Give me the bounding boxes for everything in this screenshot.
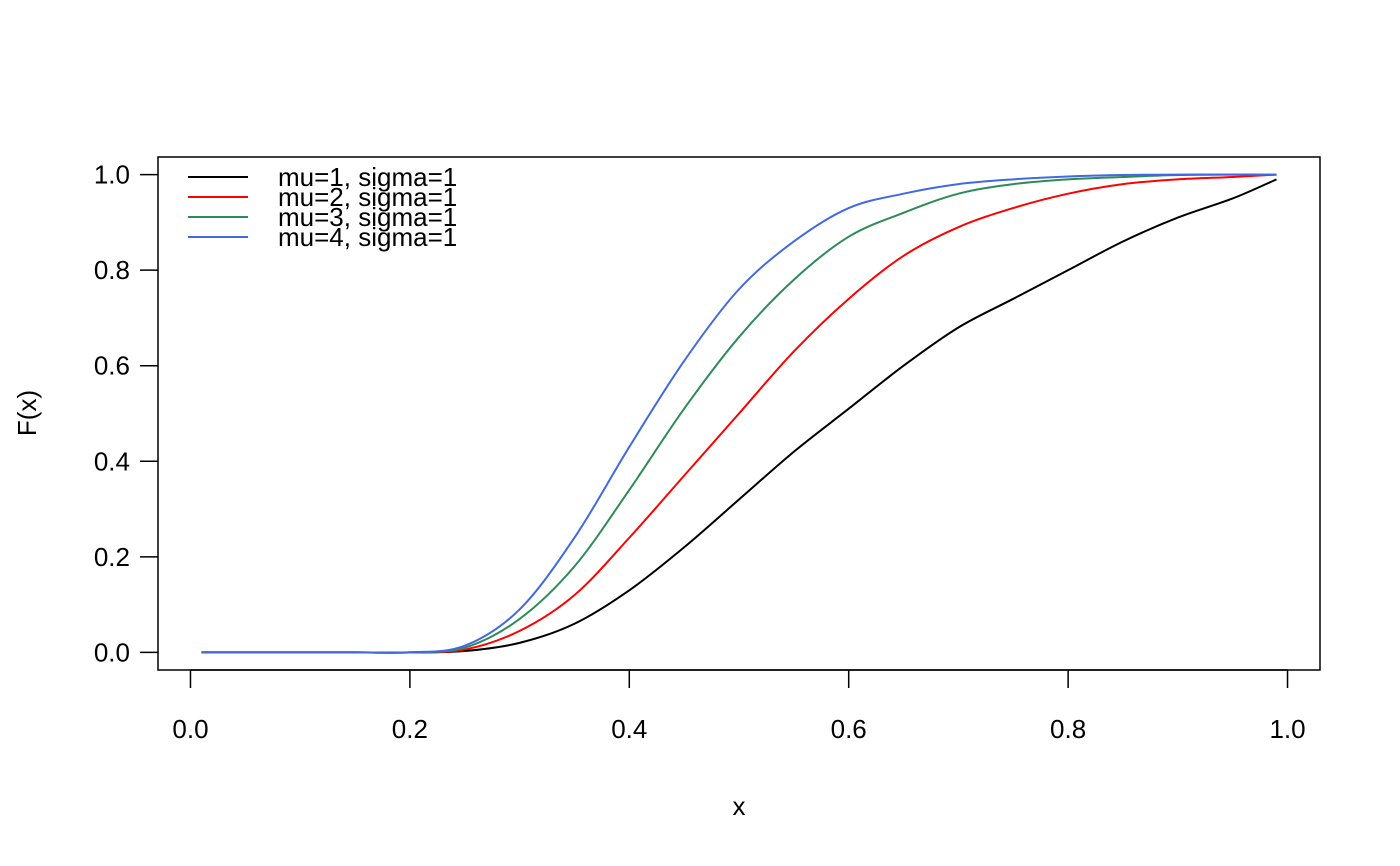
x-tick-label: 0.8 <box>1050 714 1086 744</box>
x-tick-label: 0.0 <box>172 714 208 744</box>
series-layer <box>201 173 1277 654</box>
x-tick-label: 0.6 <box>831 714 867 744</box>
x-axis: 0.0 0.2 0.4 0.6 0.8 1.0 <box>172 669 1306 744</box>
x-tick-label: 0.4 <box>611 714 647 744</box>
y-tick-label: 0.6 <box>94 351 130 381</box>
legend-label: mu=4, sigma=1 <box>278 222 457 252</box>
y-axis: 0.0 0.2 0.4 0.6 0.8 1.0 <box>94 160 158 667</box>
y-tick-label: 0.0 <box>94 637 130 667</box>
legend-label: mu=2, sigma=1 <box>278 182 457 212</box>
series-line-4 <box>201 173 1277 654</box>
y-tick-label: 0.8 <box>94 255 130 285</box>
y-tick-label: 0.4 <box>94 446 130 476</box>
y-axis-label: F(x) <box>12 390 42 436</box>
y-tick-label: 0.2 <box>94 542 130 572</box>
y-tick-label: 1.0 <box>94 160 130 190</box>
x-tick-label: 0.2 <box>392 714 428 744</box>
x-tick-label: 1.0 <box>1269 714 1305 744</box>
legend-label: mu=3, sigma=1 <box>278 202 457 232</box>
legend-label: mu=1, sigma=1 <box>278 162 457 192</box>
legend: mu=1, sigma=1mu=2, sigma=1mu=3, sigma=1m… <box>188 162 457 252</box>
x-axis-label: x <box>733 791 746 821</box>
